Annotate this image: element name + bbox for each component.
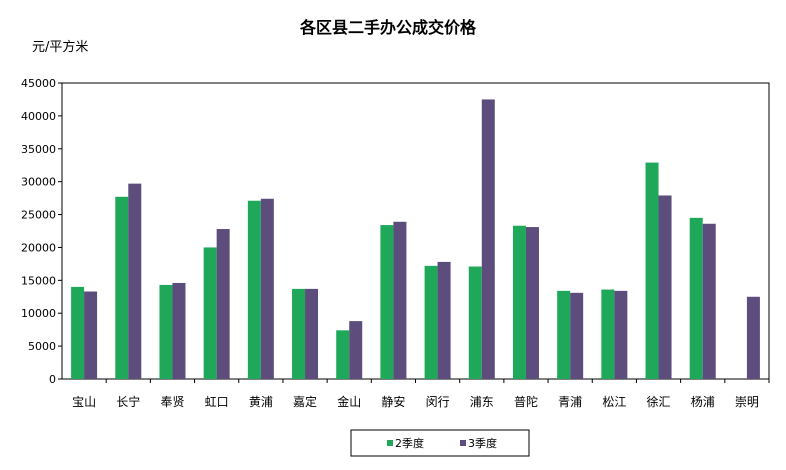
bar-3q xyxy=(746,296,760,379)
y-tick-label: 10000 xyxy=(21,307,56,320)
x-category-label: 嘉定 xyxy=(293,394,317,409)
bar-2q xyxy=(468,266,482,379)
bar-3q xyxy=(172,282,186,379)
x-category-label: 杨浦 xyxy=(691,394,715,409)
bar-3q xyxy=(437,261,451,379)
y-tick-label: 20000 xyxy=(21,241,56,254)
legend-box xyxy=(350,429,530,457)
x-category-label: 金山 xyxy=(337,394,361,409)
bar-2q xyxy=(203,247,217,379)
y-tick-label: 30000 xyxy=(21,176,56,189)
bar-3q xyxy=(216,229,230,379)
bar-2q xyxy=(512,225,526,379)
x-category-label: 闵行 xyxy=(426,394,450,409)
bar-2q xyxy=(645,162,659,379)
x-category-label: 浦东 xyxy=(470,395,494,409)
bars xyxy=(71,99,760,379)
bar-3q xyxy=(658,195,672,379)
bar-3q xyxy=(702,223,716,379)
legend-swatch-2q xyxy=(387,440,393,446)
bar-3q xyxy=(84,291,98,379)
legend: 2季度 3季度 xyxy=(350,429,530,457)
x-category-label: 黄浦 xyxy=(249,395,273,409)
y-tick-label: 40000 xyxy=(21,110,56,123)
bar-3q xyxy=(614,290,628,379)
y-axis-unit-label: 元/平方米 xyxy=(32,39,88,55)
bar-2q xyxy=(557,290,571,379)
x-category-label: 徐汇 xyxy=(647,394,671,409)
bar-3q xyxy=(393,221,407,379)
y-tick-label: 25000 xyxy=(21,209,56,222)
chart-title: 各区县二手办公成交价格 xyxy=(299,18,477,37)
x-category-label: 松江 xyxy=(602,395,626,409)
bar-2q xyxy=(247,200,261,379)
x-category-label: 奉贤 xyxy=(160,395,184,409)
bar-2q xyxy=(115,196,129,379)
bar-3q xyxy=(525,227,539,379)
x-category-label: 静安 xyxy=(381,394,405,409)
bar-2q xyxy=(292,288,306,379)
y-axis: 0 5000 10000 15000 20000 25000 30000 35000 40000… xyxy=(21,77,62,386)
x-category-label: 崇明 xyxy=(735,395,759,409)
x-category-label: 宝山 xyxy=(72,395,96,409)
x-axis: 宝山 长宁 奉贤 虹口 黄浦 嘉定 金山 静安 闵行 浦东 普陀 青浦 松江 徐汇 杨浦 崇明 xyxy=(72,379,770,409)
bar-2q xyxy=(380,225,394,379)
bar-2q xyxy=(159,284,173,379)
bar-2q xyxy=(71,286,85,379)
y-tick-label: 35000 xyxy=(21,143,56,156)
legend-swatch-3q xyxy=(460,440,466,446)
bar-3q xyxy=(305,288,319,379)
x-category-label: 青浦 xyxy=(558,395,582,409)
x-category-label: 长宁 xyxy=(116,394,140,409)
bar-2q xyxy=(424,265,438,379)
bar-3q xyxy=(349,321,363,379)
y-tick-label: 45000 xyxy=(21,77,56,90)
y-tick-label: 0 xyxy=(49,373,56,386)
x-category-label: 虹口 xyxy=(205,395,229,409)
bar-2q xyxy=(336,330,350,379)
bar-3q xyxy=(128,183,142,379)
bar-2q xyxy=(601,289,615,379)
bar-3q xyxy=(570,292,584,379)
legend-label-3q: 3季度 xyxy=(468,436,497,450)
bar-2q xyxy=(689,217,703,379)
bar-3q xyxy=(260,198,274,379)
bar-3q xyxy=(481,99,495,379)
x-category-label: 普陀 xyxy=(514,394,538,409)
y-tick-label: 5000 xyxy=(28,340,56,353)
legend-label-2q: 2季度 xyxy=(395,436,424,450)
y-tick-label: 15000 xyxy=(21,274,56,287)
